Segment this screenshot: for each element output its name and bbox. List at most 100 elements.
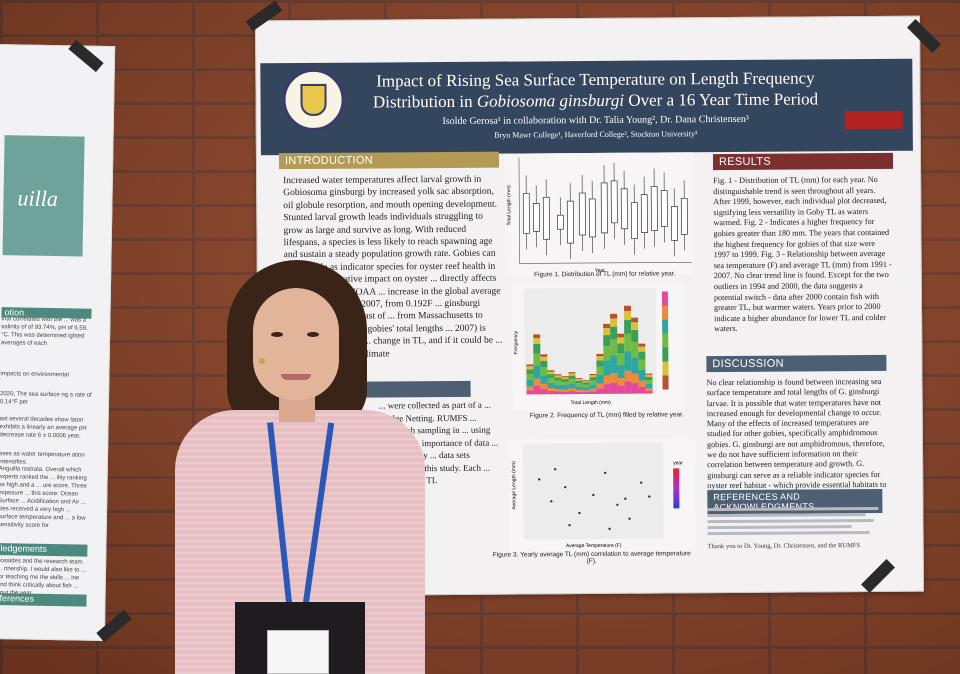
histogram-bar-segment (645, 390, 653, 394)
histogram-bar-segment (589, 380, 597, 385)
boxplot-box (670, 206, 678, 241)
histogram-bar-segment (547, 377, 555, 383)
figure-1-caption: Figure 1. Distribution of TL (mm) for re… (534, 270, 676, 279)
histogram-bar-segment (638, 380, 646, 387)
boxplot-box (578, 192, 586, 236)
histogram-bar-segment (575, 379, 583, 381)
histogram-bar-segment (582, 380, 590, 381)
histogram-bar-segment (631, 317, 639, 323)
college-seal-icon (282, 68, 345, 132)
scatter-point (608, 527, 611, 531)
histogram-bar-segment (582, 384, 590, 388)
histogram-bar-segment (540, 383, 548, 389)
scatter-point (538, 478, 541, 481)
histogram-bar-segment (547, 390, 555, 395)
histogram-bar-segment (568, 388, 576, 392)
histogram-bar-segment (596, 356, 604, 361)
histogram-bar-segment (554, 375, 562, 378)
histogram-bar-segment (547, 382, 555, 389)
histogram-bar-segment (624, 351, 632, 371)
acknowledgement-text: Thank you to Dr. Young, Dr. Christensen,… (707, 542, 861, 551)
histogram-bar-segment (596, 388, 604, 394)
histogram-bar-segment (561, 381, 569, 386)
histogram-bar-segment (645, 388, 653, 391)
histogram-bar-segment (526, 364, 534, 367)
histogram-bar-segment (533, 343, 541, 354)
figure-3-scatter: year Average Length (mm) Average Tempera… (508, 438, 696, 552)
figure-3-caption: Figure 3. Yearly average TL (mm) correla… (492, 550, 691, 566)
histogram-bar-segment (603, 328, 611, 336)
scatter-point (568, 523, 571, 527)
histogram-bar-segment (533, 365, 541, 379)
histogram-bar-segment (561, 377, 569, 380)
histogram-bar-segment (589, 388, 597, 392)
histogram-bar-segment (575, 389, 583, 392)
boxplot-box (680, 197, 688, 235)
histogram-bar-segment (624, 310, 632, 320)
histogram-bar-segment (568, 373, 576, 376)
boxplot-box (640, 194, 648, 233)
legend-color-swatch (662, 333, 669, 348)
histogram-bar-segment (554, 374, 562, 376)
legend-color-swatch (662, 319, 669, 334)
legend-color-swatch (662, 375, 669, 390)
histogram-bar-segment (526, 386, 534, 391)
scatter-point (640, 481, 643, 484)
histogram-bar-segment (554, 384, 562, 390)
histogram-bar-segment (617, 364, 625, 379)
boxplot-box (532, 202, 540, 232)
boxplot-box (542, 196, 550, 240)
histogram-bar-segment (526, 369, 534, 375)
figure-1-ylabel: Total Length (mm) (506, 185, 512, 226)
histogram-bar-segment (645, 383, 653, 389)
histogram-bar-segment (631, 341, 639, 358)
histogram-bar-segment (645, 376, 653, 381)
histogram-bar-segment (638, 343, 646, 347)
histogram-bar-segment (603, 323, 611, 329)
histogram-bar-segment (540, 388, 548, 395)
left-poster-text: that correlated with the ... was a salin… (0, 316, 88, 347)
histogram-bar-segment (610, 382, 618, 394)
histogram-bar-segment (582, 392, 590, 395)
histogram-bar-segment (540, 356, 548, 361)
figure-3-ylabel: Average Length (mm) (511, 461, 517, 510)
left-poster-heading: ferences (0, 593, 87, 607)
histogram-bar-segment (589, 391, 597, 395)
histogram-bar-segment (575, 383, 583, 387)
histogram-bar-segment (624, 319, 632, 334)
results-heading: RESULTS (712, 152, 894, 171)
figure-3-legend: year (673, 460, 683, 466)
histogram-bar-segment (554, 391, 562, 395)
figure-2-caption: Figure 2. Frequency of TL (mm) filled by… (529, 411, 684, 420)
histogram-bar-segment (645, 373, 653, 375)
figure-1-boxplot: Total Length (mm) Year (504, 152, 694, 276)
legend-color-swatch (662, 361, 669, 376)
histogram-bar-segment (547, 388, 555, 391)
histogram-bar-segment (624, 333, 632, 352)
histogram-bar-segment (596, 374, 604, 384)
introduction-heading: INTRODUCTION (278, 151, 500, 170)
boxplot-box (650, 186, 658, 231)
histogram-bar-segment (561, 385, 569, 390)
histogram-bar-segment (582, 387, 590, 391)
histogram-bar-segment (596, 366, 604, 375)
scatter-point (624, 497, 627, 500)
histogram-bar-segment (596, 360, 604, 367)
histogram-bar-segment (568, 372, 576, 374)
scatter-point (648, 495, 651, 498)
scatter-point (628, 517, 631, 520)
histogram-bar-segment (568, 375, 576, 380)
histogram-bar-segment (568, 391, 576, 395)
histogram-bar-segment (554, 380, 562, 385)
histogram-bar-segment (631, 322, 639, 330)
histogram-bar-segment (603, 375, 611, 385)
scatter-point (578, 511, 581, 515)
boxplot-box (660, 190, 668, 227)
histogram-bar-segment (589, 377, 597, 381)
boxplot-box (600, 182, 608, 234)
legend-color-swatch (661, 305, 669, 320)
histogram-bar-segment (561, 389, 569, 392)
histogram-bar-segment (624, 370, 632, 382)
poster-affiliations: Bryn Mawr College¹, Haverford College², … (494, 129, 698, 140)
histogram-bar-segment (617, 343, 625, 354)
